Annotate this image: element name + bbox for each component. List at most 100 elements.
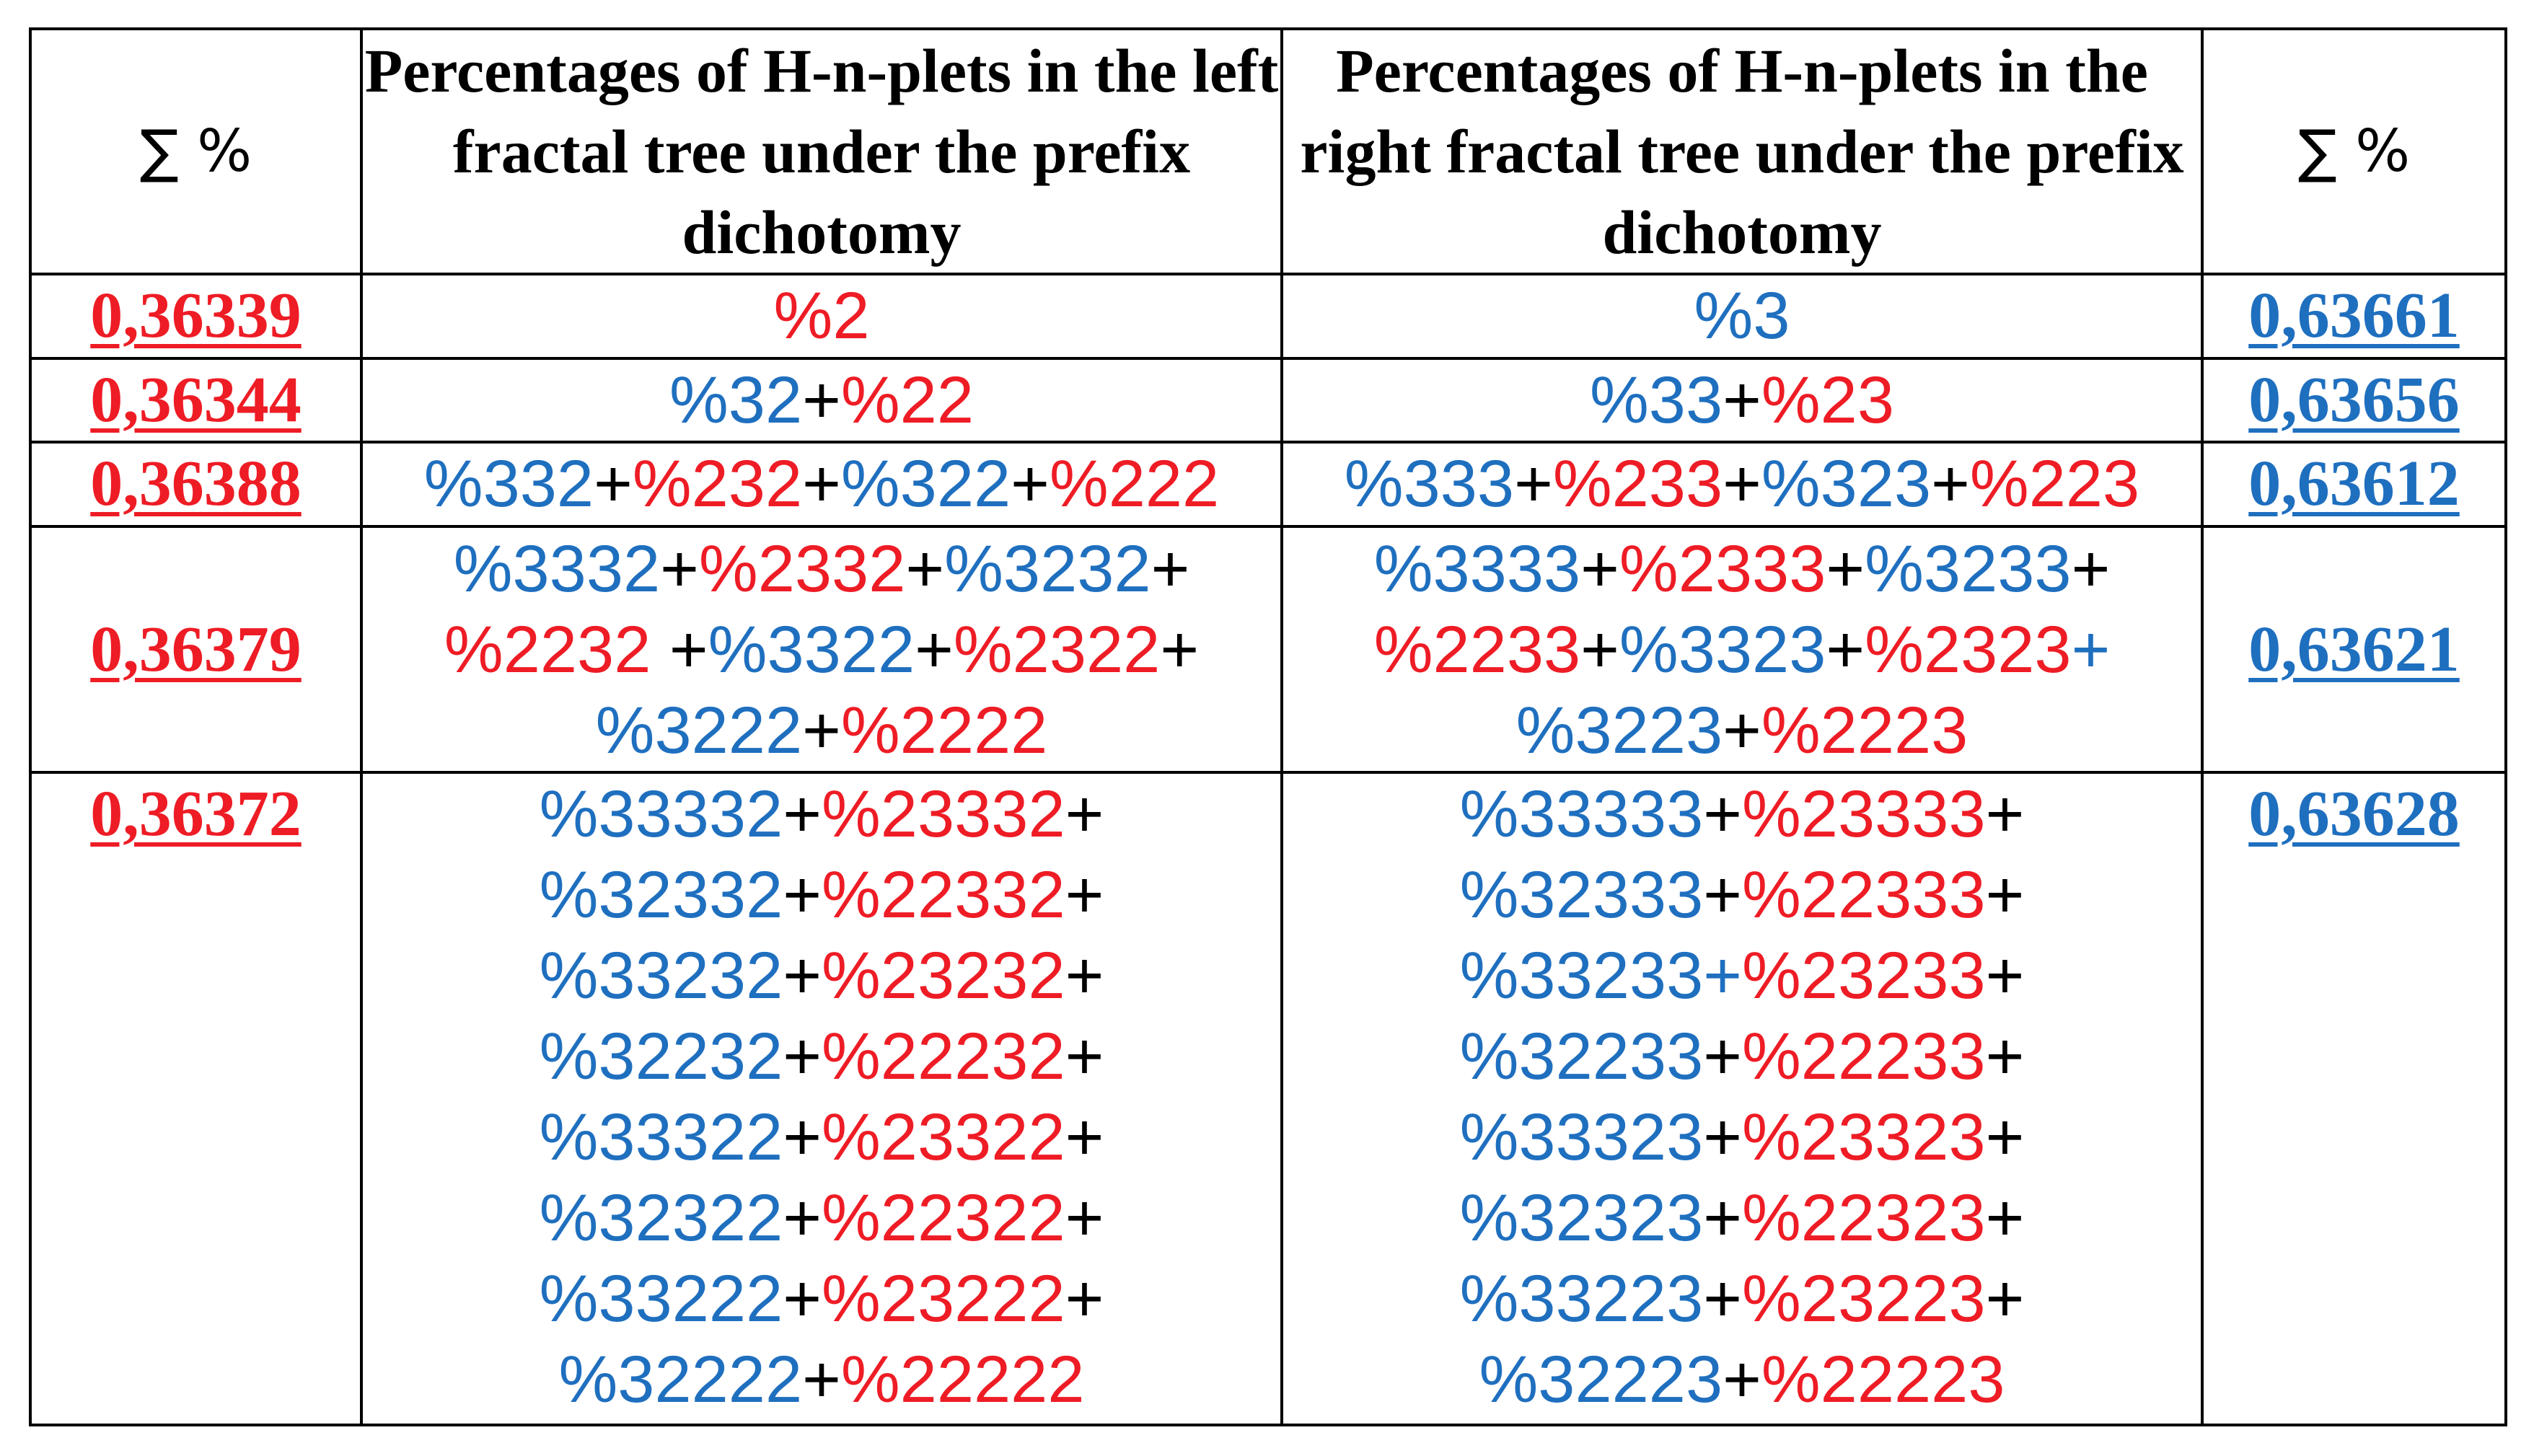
plus-sign: + — [1065, 858, 1104, 932]
percentage-term: %233 — [1552, 447, 1723, 521]
percentage-term: %22333 — [1742, 858, 1986, 932]
expression-line: %3 — [1283, 275, 2201, 356]
percentage-term: %3222 — [595, 693, 803, 767]
plus-sign: + — [1931, 447, 1970, 521]
expression-line: %33333+%23333+ — [1283, 774, 2201, 855]
percentage-term: %23223 — [1742, 1262, 1986, 1336]
plus-sign: + — [783, 1181, 822, 1256]
percentage-term: %32323 — [1459, 1181, 1704, 1256]
percentage-term: %3233 — [1865, 531, 2072, 606]
plus-sign: + — [802, 1343, 841, 1417]
expression-line: %33223+%23223+ — [1283, 1258, 2201, 1339]
percentage-term: %2333 — [1619, 531, 1826, 606]
right-sum-value: 0,63621 — [2201, 524, 2507, 775]
plus-sign: + — [1151, 531, 1190, 606]
expression-line: %333+%233+%323+%223 — [1283, 444, 2201, 524]
plus-sign: + — [915, 612, 954, 687]
percentage-term: %22233 — [1742, 1020, 1986, 1094]
table-body: 0,36339 %2 %3 0,63661 0,36344 %32+%22 %33+%23 0… — [29, 273, 2507, 1426]
expression-line: %32332+%22332+ — [363, 855, 1280, 935]
right-tree-expression: %3 — [1280, 273, 2204, 360]
percentage-term: %3 — [1694, 279, 1790, 353]
plus-sign: + — [1723, 363, 1761, 437]
percentages-table: ∑ % Percentages of H-n-plets in the left… — [29, 27, 2507, 1426]
expression-line: %2232 +%3322+%2322+ — [363, 609, 1280, 690]
left-sum-value: 0,36388 — [29, 441, 363, 528]
percentage-term: %2223 — [1761, 693, 1968, 767]
percentage-term: %32222 — [558, 1343, 803, 1417]
table-row: 0,36344 %32+%22 %33+%23 0,63656 — [29, 356, 2507, 444]
table-row: 0,36379 %3332+%2332+%3232+ %2232 +%3322+%2… — [29, 524, 2507, 775]
expression-line: %2233+%3323+%2323+ — [1283, 609, 2201, 690]
expression-line: %332+%232+%322+%222 — [363, 444, 1280, 524]
percentage-term: %23322 — [822, 1100, 1065, 1175]
percentage-term: %2322 — [953, 612, 1161, 687]
plus-sign: + — [1065, 1020, 1104, 1094]
plus-sign: + — [1065, 1262, 1104, 1336]
left-tree-expression: %33332+%23332+ %32332+%22332+ %33232+%2323… — [360, 771, 1283, 1426]
expression-line: %33222+%23222+ — [363, 1258, 1280, 1339]
plus-sign: + — [1723, 693, 1761, 767]
left-sum-header: ∑ % — [29, 27, 363, 275]
expression-line: %32333+%22333+ — [1283, 855, 2201, 935]
table-row: 0,36388 %332+%232+%322+%222 %333+%233+%323… — [29, 441, 2507, 528]
percentage-term: %3223 — [1515, 693, 1723, 767]
right-tree-expression: %3333+%2333+%3233+ %2233+%3323+%2323+ %322… — [1280, 524, 2204, 775]
plus-sign: + — [1514, 447, 1553, 521]
percentage-term: %2222 — [840, 693, 1048, 767]
header-row: ∑ % Percentages of H-n-plets in the left… — [29, 27, 2507, 275]
left-sum-value: 0,36344 — [29, 356, 363, 444]
expression-line: %32232+%22232+ — [363, 1016, 1280, 1097]
percentage-term: %223 — [1969, 447, 2140, 521]
percentage-term: %22332 — [822, 858, 1065, 932]
plus-sign: + — [1723, 1343, 1761, 1417]
expression-line: %33332+%23332+ — [363, 774, 1280, 855]
expression-line: %3223+%2223 — [1283, 690, 2201, 771]
percentage-term: %23232 — [822, 939, 1065, 1013]
table-row: 0,36372 %33332+%23332+ %32332+%22332+ %3323… — [29, 771, 2507, 1426]
left-tree-expression: %2 — [360, 273, 1283, 360]
percentage-term: %32223 — [1479, 1343, 1723, 1417]
plus-sign: + — [1985, 1020, 2025, 1094]
percentage-term: %2 — [773, 279, 870, 353]
percentage-term: %2233 — [1373, 612, 1581, 687]
percentage-term: %33232 — [539, 939, 783, 1013]
percentage-term: %2323 — [1865, 612, 2072, 687]
expression-line: %2 — [363, 275, 1280, 356]
percentage-term: %22323 — [1742, 1181, 1986, 1256]
expression-line: %33+%23 — [1283, 360, 2201, 441]
percentage-term: %3332 — [453, 531, 661, 606]
plus-sign: + — [905, 531, 945, 606]
plus-sign: + — [1985, 1100, 2025, 1175]
percentage-term: %333 — [1344, 447, 1515, 521]
percentage-term: %2332 — [698, 531, 906, 606]
plus-sign: + — [1065, 939, 1104, 1013]
plus-sign: + — [1703, 1100, 1742, 1175]
percentage-term: %2232 — [444, 612, 651, 687]
plus-sign: + — [1826, 612, 1865, 687]
percentage-term: %22 — [840, 363, 974, 437]
right-tree-expression: %333+%233+%323+%223 — [1280, 441, 2204, 528]
plus-sign: + — [1065, 777, 1104, 852]
left-tree-expression: %3332+%2332+%3232+ %2232 +%3322+%2322+ %32… — [360, 524, 1283, 775]
percentage-term: %23323 — [1742, 1100, 1986, 1175]
percentage-term: %23333 — [1742, 777, 1986, 852]
plus-sign: + — [1580, 531, 1619, 606]
percentage-term: %23233 — [1742, 939, 1986, 1013]
percentage-term: %32332 — [539, 858, 783, 932]
plus-sign: + — [1580, 612, 1619, 687]
plus-sign: + — [1703, 1262, 1742, 1336]
plus-sign: + — [802, 447, 841, 521]
percentage-term: %32322 — [539, 1181, 783, 1256]
plus-sign: + — [1065, 1181, 1104, 1256]
plus-sign: + — [783, 939, 822, 1013]
percentage-term: %33322 — [539, 1100, 783, 1175]
right-sum-header: ∑ % — [2201, 27, 2507, 275]
percentage-term: %222 — [1049, 447, 1220, 521]
percentage-term: %33222 — [539, 1262, 783, 1336]
percentage-term: %323 — [1761, 447, 1932, 521]
expression-line: %33322+%23322+ — [363, 1097, 1280, 1178]
plus-sign: + — [1703, 858, 1742, 932]
left-tree-header: Percentages of H-n-plets in the left fra… — [360, 27, 1283, 275]
expression-line: %3222+%2222 — [363, 690, 1280, 771]
